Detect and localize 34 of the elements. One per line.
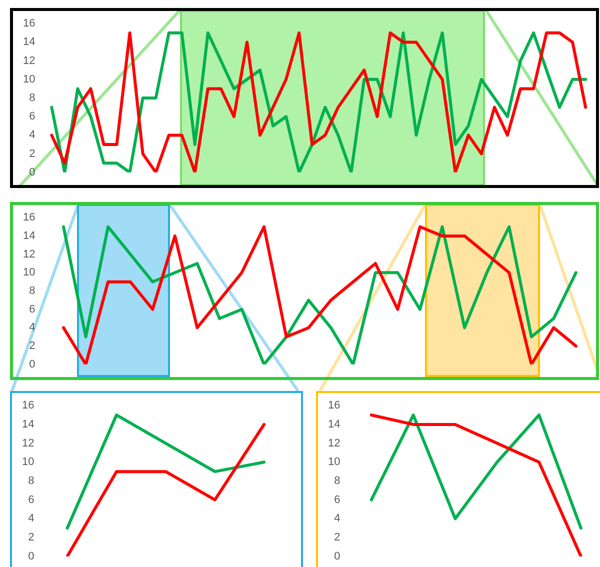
y-tick-label: 0: [334, 550, 340, 562]
y-tick-label: 10: [22, 456, 34, 468]
y-tick-label: 4: [28, 512, 34, 525]
y-tick-label: 10: [328, 456, 340, 468]
y-tick-label: 0: [29, 358, 36, 370]
y-tick-label: 12: [22, 248, 36, 260]
y-tick-label: 12: [328, 437, 340, 450]
y-tick-label: 10: [22, 73, 36, 86]
y-tick-label: 2: [334, 532, 340, 544]
y-tick-label: 14: [22, 36, 36, 48]
y-tick-label: 16: [22, 212, 36, 224]
y-tick-label: 14: [22, 230, 36, 242]
y-tick-label: 16: [328, 400, 340, 412]
y-tick-label: 8: [334, 475, 340, 488]
y-tick-label: 14: [328, 418, 340, 430]
y-tick-label: 12: [22, 54, 36, 67]
y-tick-label: 6: [28, 494, 34, 506]
y-tick-label: 6: [29, 110, 36, 123]
y-tick-label: 12: [22, 437, 34, 450]
y-tick-label: 10: [22, 266, 36, 279]
y-tick-label: 6: [29, 303, 36, 316]
y-tick-label: 8: [29, 92, 36, 104]
y-tick-label: 0: [28, 550, 34, 562]
y-tick-label: 2: [29, 340, 36, 352]
y-tick-label: 8: [28, 475, 34, 488]
y-tick-label: 4: [29, 129, 36, 142]
y-tick-label: 2: [29, 148, 36, 160]
y-tick-label: 14: [22, 418, 34, 430]
y-tick-label: 2: [28, 532, 34, 544]
y-tick-label: 8: [29, 285, 36, 298]
y-tick-label: 4: [334, 512, 340, 525]
y-tick-label: 16: [22, 400, 34, 412]
y-tick-label: 6: [334, 494, 340, 506]
y-tick-label: 16: [22, 18, 36, 30]
